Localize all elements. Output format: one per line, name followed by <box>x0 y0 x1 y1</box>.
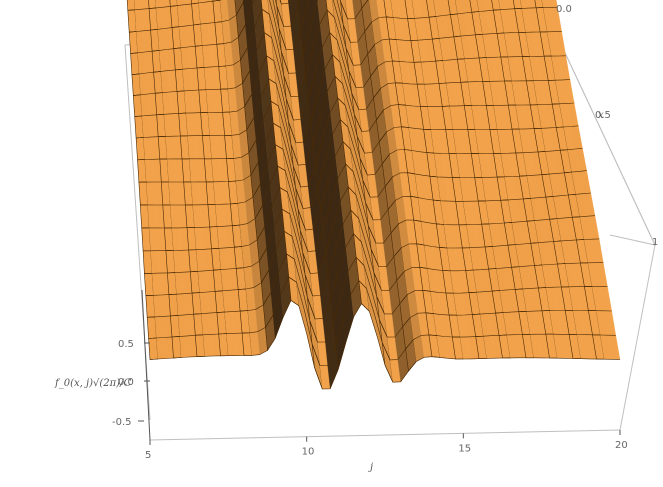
y-axis-label: x <box>598 110 604 121</box>
x-tick-label: 15 <box>458 443 471 454</box>
surface-gridline <box>137 97 583 188</box>
surface-patch <box>148 337 159 360</box>
z-axis-line <box>141 289 151 441</box>
surface-patch <box>134 0 143 10</box>
surface-patch <box>146 316 157 339</box>
x-tick-label: 20 <box>615 440 628 451</box>
surface-gridline <box>134 54 575 144</box>
surface-patch <box>142 250 153 274</box>
y-tick-label: 1 <box>652 237 658 248</box>
surface-gridline <box>148 276 616 366</box>
surface-gridline <box>147 253 612 343</box>
surface-patch <box>169 0 178 7</box>
surface-gridline <box>136 76 579 166</box>
surface-patch <box>126 0 136 11</box>
surface-gridline <box>143 186 600 274</box>
box-edge-front <box>149 429 621 441</box>
surface-patch <box>141 0 150 10</box>
surface-patch <box>148 0 157 9</box>
z-tick-label: -0.5 <box>112 417 132 428</box>
axis-ticks: 5 10 15 20 1 0.5 0.0 0.5 0.0 -0.5 <box>112 4 658 461</box>
surface-gridline <box>130 0 562 74</box>
surface-gridline <box>129 0 558 51</box>
surface-patch <box>155 0 164 9</box>
surface-gridline <box>138 119 587 209</box>
surface-patch <box>144 272 154 296</box>
surface-gridline <box>144 208 604 297</box>
surface-gridline <box>133 32 571 121</box>
box-edge-right <box>544 9 656 431</box>
surface-gridline <box>131 8 566 98</box>
y-tick-label: 0.5 <box>595 110 611 121</box>
x-tick-label: 10 <box>302 447 315 458</box>
surface-patch <box>150 250 160 274</box>
surface-gridline <box>141 163 596 252</box>
z-tick-label: 0.0 <box>118 377 134 388</box>
x-axis-label: j <box>368 462 373 473</box>
surface-gridline <box>127 0 369 28</box>
bounding-box-front <box>141 289 621 441</box>
surface-gridline <box>149 299 621 390</box>
z-axis-label: f_0(x, j)√(2π)/C <box>54 378 131 389</box>
surface-mesh <box>126 0 621 390</box>
z-tick-label: 0.5 <box>118 339 134 350</box>
surface-gridline <box>145 230 608 320</box>
x-tick-label: 5 <box>145 450 151 461</box>
y-tick-label: 0.0 <box>556 4 572 15</box>
surface-gridline <box>140 141 591 231</box>
